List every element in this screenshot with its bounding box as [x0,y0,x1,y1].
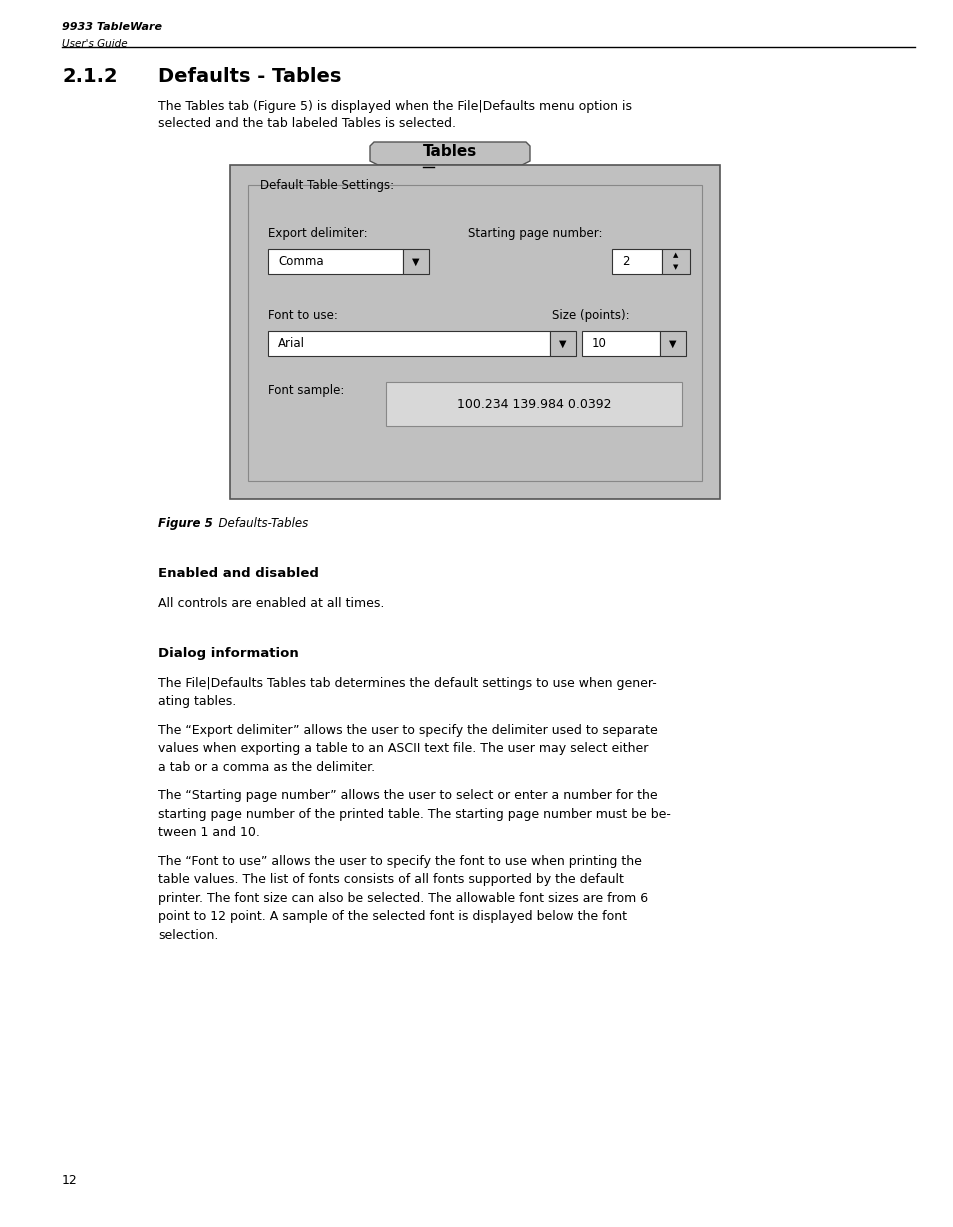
Text: Arial: Arial [277,337,305,350]
Text: Enabled and disabled: Enabled and disabled [158,567,318,580]
Text: All controls are enabled at all times.: All controls are enabled at all times. [158,598,384,610]
Bar [550,331,576,356]
Text: The File|Defaults Tables tab determines the default settings to use when gener-: The File|Defaults Tables tab determines … [158,677,656,690]
Text: ▼: ▼ [669,339,676,348]
Text: printer. The font size can also be selected. The allowable font sizes are from 6: printer. The font size can also be selec… [158,892,647,906]
Text: Tables: Tables [422,144,476,160]
Text: Export delimiter:: Export delimiter: [268,227,367,240]
Text: starting page number of the printed table. The starting page number must be be-: starting page number of the printed tabl… [158,809,670,821]
Text: table values. The list of fonts consists of all fonts supported by the default: table values. The list of fonts consists… [158,874,623,886]
Text: The “Starting page number” allows the user to select or enter a number for the: The “Starting page number” allows the us… [158,789,657,802]
Text: Font sample:: Font sample: [268,384,344,398]
Bar [268,249,402,274]
Text: Defaults-Tables: Defaults-Tables [211,517,308,530]
Text: The “Export delimiter” allows the user to specify the delimiter used to separate: The “Export delimiter” allows the user t… [158,724,657,737]
Text: ▼: ▼ [558,339,566,348]
Text: a tab or a comma as the delimiter.: a tab or a comma as the delimiter. [158,761,375,774]
Text: Comma: Comma [277,255,323,267]
Text: 2.1.2: 2.1.2 [62,67,117,86]
Text: ▲: ▲ [673,253,678,259]
Text: The “Font to use” allows the user to specify the font to use when printing the: The “Font to use” allows the user to spe… [158,855,641,867]
Bar [248,185,701,481]
Bar [661,249,689,274]
Text: User's Guide: User's Guide [62,39,128,49]
Text: Defaults - Tables: Defaults - Tables [158,67,341,86]
Text: Dialog information: Dialog information [158,647,298,660]
Bar [659,331,685,356]
Text: 9933 TableWare: 9933 TableWare [62,22,162,32]
Text: selection.: selection. [158,929,218,942]
Bar [268,331,550,356]
Text: 10: 10 [592,337,606,350]
Text: Font to use:: Font to use: [268,309,337,321]
Text: 2: 2 [621,255,629,267]
Text: Size (points):: Size (points): [552,309,629,321]
Text: ating tables.: ating tables. [158,696,236,708]
Polygon shape [370,142,530,164]
Bar [402,249,429,274]
Text: ▼: ▼ [673,265,678,270]
Bar [581,331,659,356]
Text: ▼: ▼ [412,256,419,266]
Text: The Tables tab (Figure 5) is displayed when the File|Defaults menu option is: The Tables tab (Figure 5) is displayed w… [158,99,631,113]
Text: Starting page number:: Starting page number: [468,227,602,240]
Text: selected and the tab labeled Tables is selected.: selected and the tab labeled Tables is s… [158,117,456,130]
Bar [612,249,661,274]
Text: values when exporting a table to an ASCII text file. The user may select either: values when exporting a table to an ASCI… [158,742,648,756]
Text: tween 1 and 10.: tween 1 and 10. [158,827,259,839]
Bar [386,382,681,426]
Text: Default Table Settings:: Default Table Settings: [260,178,394,191]
Text: point to 12 point. A sample of the selected font is displayed below the font: point to 12 point. A sample of the selec… [158,910,626,924]
Text: 12: 12 [62,1174,77,1187]
Text: Figure 5: Figure 5 [158,517,213,530]
Bar [230,164,720,499]
Text: 100.234 139.984 0.0392: 100.234 139.984 0.0392 [456,398,611,411]
